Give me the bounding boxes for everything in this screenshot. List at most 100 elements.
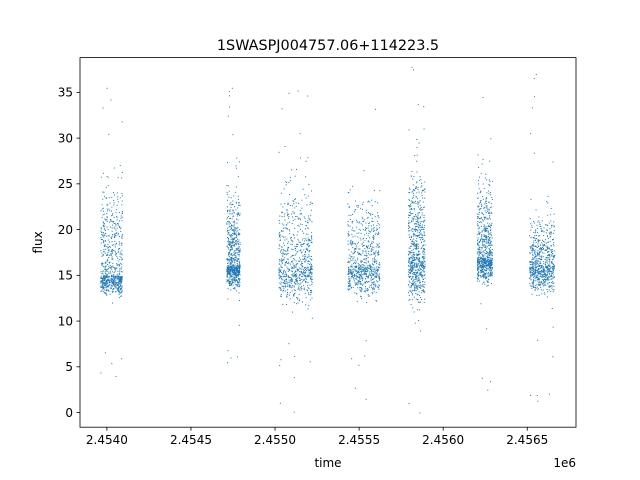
data-point: [547, 241, 549, 243]
data-point: [370, 269, 372, 271]
data-point: [359, 268, 361, 270]
data-point: [233, 266, 235, 268]
x-tick-label: 2.4545: [170, 433, 212, 447]
data-point: [231, 245, 233, 247]
data-point: [418, 250, 420, 252]
data-point: [485, 277, 487, 279]
data-point: [542, 266, 544, 268]
data-point: [305, 225, 307, 227]
data-point: [349, 279, 351, 281]
data-point: [372, 249, 374, 251]
data-point: [111, 249, 113, 251]
data-point: [417, 284, 419, 286]
data-point: [533, 264, 535, 266]
data-point: [306, 249, 308, 251]
data-point: [365, 227, 367, 229]
data-point: [354, 263, 356, 265]
data-point: [477, 277, 479, 279]
data-point: [101, 239, 103, 241]
data-point: [295, 278, 297, 280]
data-point: [538, 235, 540, 237]
data-point: [482, 261, 484, 263]
data-point: [310, 290, 312, 292]
data-point: [363, 273, 365, 275]
data-point: [421, 236, 423, 238]
data-point: [101, 290, 103, 292]
data-point: [486, 218, 488, 220]
data-point: [490, 231, 492, 233]
data-point: [422, 256, 424, 258]
data-point: [233, 233, 235, 235]
data-point: [540, 286, 542, 288]
data-point: [237, 213, 239, 215]
data-point: [309, 274, 311, 276]
data-point: [347, 234, 349, 236]
data-point: [352, 258, 354, 259]
data-point: [544, 274, 546, 276]
data-point: [537, 289, 539, 291]
data-point: [349, 261, 351, 263]
data-point: [347, 225, 349, 227]
data-point: [414, 222, 416, 224]
data-point: [543, 267, 545, 269]
data-point: [411, 202, 413, 204]
data-point: [232, 257, 234, 259]
data-point: [418, 229, 420, 231]
data-point: [413, 241, 415, 243]
data-point: [231, 269, 233, 271]
data-point: [536, 276, 538, 278]
data-point: [117, 263, 119, 265]
data-point: [536, 231, 538, 233]
data-point: [105, 186, 107, 188]
data-point: [414, 283, 416, 285]
data-point: [287, 217, 289, 219]
data-point: [111, 250, 113, 252]
data-point: [351, 243, 353, 245]
data-point: [235, 281, 237, 283]
data-point: [230, 239, 232, 241]
data-point: [238, 324, 240, 326]
data-point: [476, 213, 478, 215]
data-point: [378, 285, 380, 287]
data-point: [549, 236, 551, 238]
data-point: [120, 231, 122, 233]
data-point: [373, 281, 375, 283]
data-point: [236, 284, 238, 286]
data-point: [484, 225, 486, 227]
data-point: [487, 252, 489, 254]
data-point: [304, 275, 306, 277]
data-point: [231, 271, 233, 273]
data-point: [409, 208, 411, 210]
data-point: [307, 287, 309, 289]
data-point: [548, 276, 550, 278]
data-point: [111, 271, 113, 273]
data-point: [488, 263, 490, 265]
data-point: [543, 279, 545, 281]
data-point: [542, 283, 544, 285]
data-point: [414, 322, 416, 324]
data-point: [417, 213, 419, 215]
data-point: [528, 261, 530, 263]
data-point: [551, 268, 553, 270]
data-point: [371, 242, 373, 244]
data-point: [483, 245, 485, 247]
data-point: [278, 277, 280, 279]
data-point: [379, 267, 381, 269]
data-point: [232, 284, 234, 286]
data-point: [491, 252, 493, 254]
data-point: [423, 258, 425, 260]
data-point: [238, 250, 240, 252]
data-point: [117, 270, 119, 272]
data-point: [111, 220, 113, 222]
data-point: [289, 269, 291, 271]
data-point: [486, 229, 488, 231]
data-point: [102, 263, 104, 265]
data-point: [278, 267, 280, 269]
data-point: [235, 268, 237, 270]
data-point: [418, 269, 420, 271]
data-point: [370, 225, 372, 227]
data-point: [280, 289, 282, 291]
data-point: [311, 235, 313, 237]
data-point: [311, 283, 313, 285]
data-point: [410, 208, 412, 210]
